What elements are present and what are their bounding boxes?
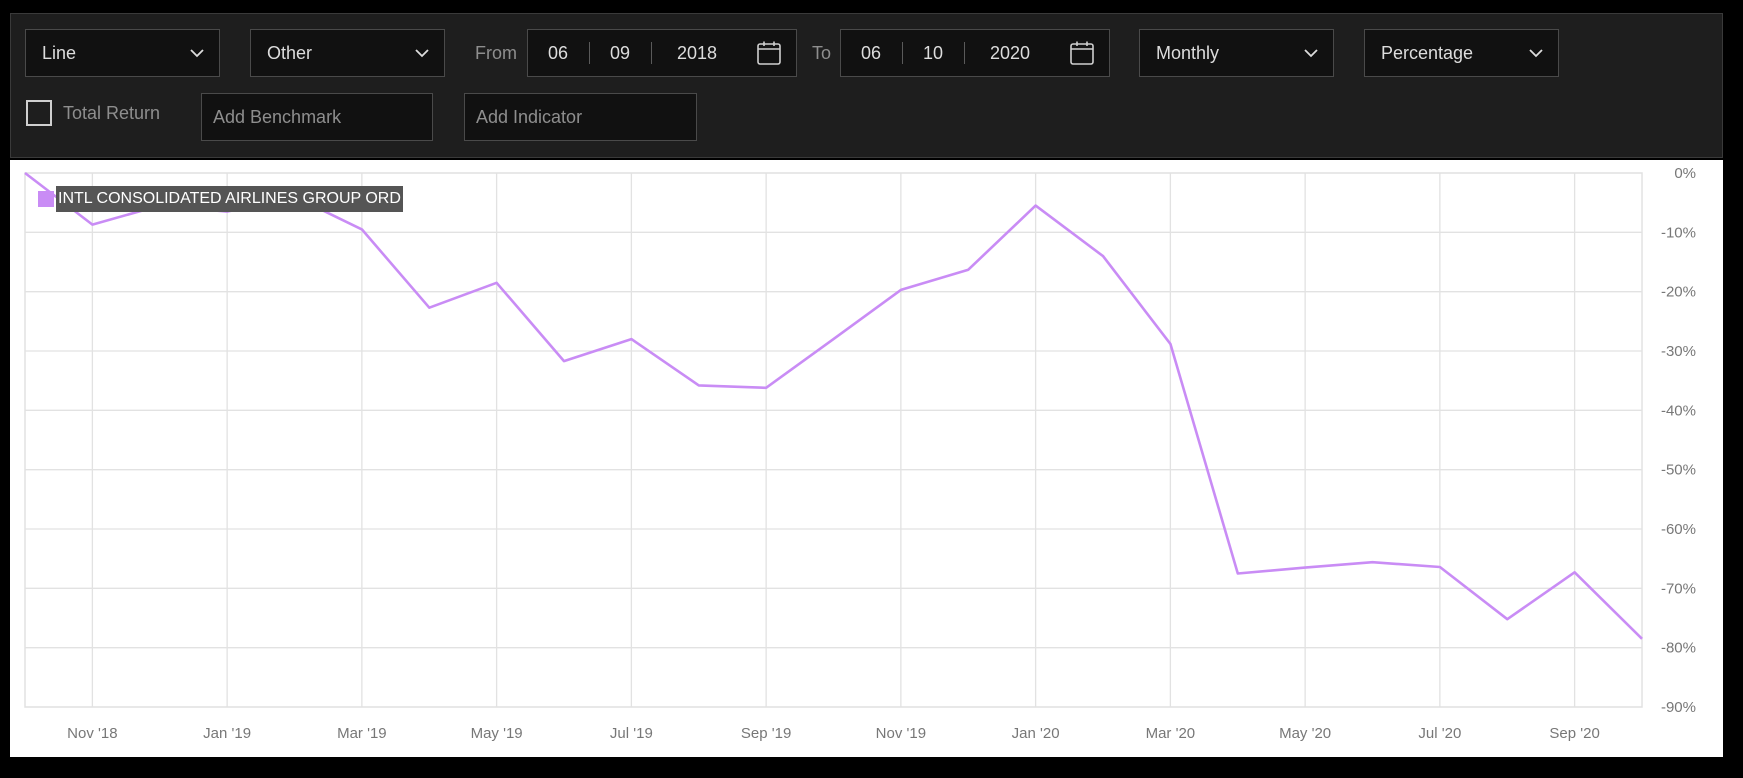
plot-border [24, 172, 1643, 708]
to-month[interactable]: 06 [860, 43, 882, 63]
chevron-down-icon [1529, 49, 1543, 58]
y-tick-label: 0% [1674, 165, 1696, 182]
total-return-checkbox[interactable] [26, 100, 52, 126]
chart-type-value: Line [42, 43, 77, 63]
y-tick-label: -80% [1661, 640, 1696, 657]
x-tick-label: Sep '20 [1549, 725, 1599, 742]
from-label: From [475, 43, 517, 63]
frequency-dropdown[interactable]: Monthly [1139, 29, 1334, 77]
y-tick-label: -50% [1661, 462, 1696, 479]
x-tick-label: Sep '19 [741, 725, 791, 742]
chart-type-dropdown[interactable]: Line [25, 29, 220, 77]
add-indicator-input[interactable]: Add Indicator [464, 93, 697, 141]
to-year[interactable]: 2020 [989, 43, 1031, 63]
legend-label: INTL CONSOLIDATED AIRLINES GROUP ORD [56, 186, 403, 212]
y-tick-label: -70% [1661, 580, 1696, 597]
from-month[interactable]: 06 [547, 43, 569, 63]
x-tick-label: Nov '19 [876, 725, 926, 742]
calendar-icon[interactable] [1069, 40, 1095, 66]
chart-panel [10, 160, 1723, 757]
x-tick-label: Mar '20 [1146, 725, 1196, 742]
category-value: Other [267, 43, 313, 63]
y-tick-label: -90% [1661, 699, 1696, 716]
y-tick-label: -30% [1661, 343, 1696, 360]
x-tick-label: Mar '19 [337, 725, 387, 742]
y-tick-label: -20% [1661, 284, 1696, 301]
date-separator [651, 42, 652, 64]
to-date-field[interactable]: 06 10 2020 [840, 29, 1110, 77]
chevron-down-icon [1304, 49, 1318, 58]
series-line [24, 171, 1643, 640]
x-tick-label: May '20 [1279, 725, 1331, 742]
add-benchmark-input[interactable]: Add Benchmark [201, 93, 433, 141]
to-day[interactable]: 10 [922, 43, 944, 63]
frequency-value: Monthly [1156, 43, 1220, 63]
x-tick-label: Nov '18 [67, 725, 117, 742]
from-year[interactable]: 2018 [676, 43, 718, 63]
y-tick-label: -10% [1661, 224, 1696, 241]
calendar-icon[interactable] [756, 40, 782, 66]
series-layer [24, 171, 1643, 640]
from-day[interactable]: 09 [609, 43, 631, 63]
x-tick-label: Jan '19 [203, 725, 251, 742]
y-tick-label: -60% [1661, 521, 1696, 538]
total-return-label: Total Return [63, 103, 161, 123]
scale-dropdown[interactable]: Percentage [1364, 29, 1559, 77]
x-axis-labels: Nov '18 Jan '19 Mar '19 May '19 Jul '19 Sep '… [67, 725, 1600, 742]
scale-value: Percentage [1381, 43, 1474, 63]
date-separator [902, 42, 903, 64]
to-label: To [812, 43, 832, 63]
chart-grid [24, 172, 1643, 708]
chevron-down-icon [190, 49, 204, 58]
x-tick-label: May '19 [471, 725, 523, 742]
date-separator [589, 42, 590, 64]
y-axis-labels: 0% -10% -20% -30% -40% -50% -60% -70% -80% -90% [1661, 165, 1696, 716]
y-tick-label: -40% [1661, 402, 1696, 419]
chart-legend[interactable]: INTL CONSOLIDATED AIRLINES GROUP ORD [38, 186, 403, 212]
x-tick-label: Jan '20 [1012, 725, 1060, 742]
date-separator [964, 42, 965, 64]
chevron-down-icon [415, 49, 429, 58]
x-tick-label: Jul '19 [610, 725, 653, 742]
category-dropdown[interactable]: Other [250, 29, 445, 77]
from-date-field[interactable]: 06 09 2018 [527, 29, 797, 77]
legend-swatch [38, 191, 54, 207]
x-tick-label: Jul '20 [1418, 725, 1461, 742]
